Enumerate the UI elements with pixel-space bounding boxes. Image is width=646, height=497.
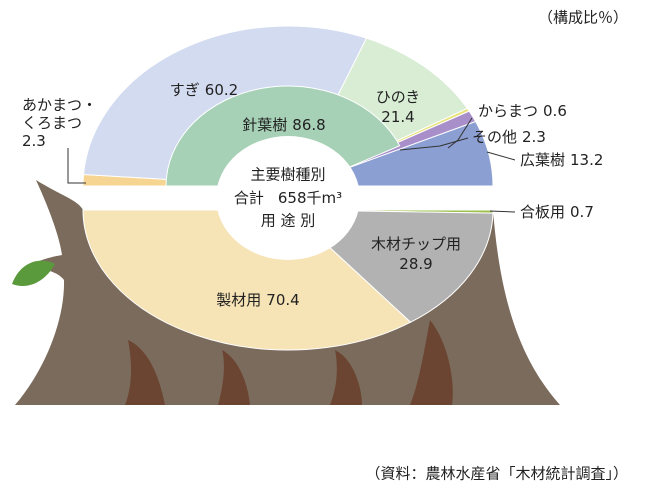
data-label-part: 製材用 xyxy=(216,291,261,309)
data-label: 製材用 70.4 xyxy=(216,291,299,309)
source: （資料：農林水産省「木材統計調査」） xyxy=(365,465,628,483)
data-label-part: 合板用 xyxy=(520,203,565,221)
data-label-part: 28.9 xyxy=(399,255,432,273)
center-title: 主要樹種別 xyxy=(250,166,325,184)
leader-line xyxy=(487,152,515,160)
data-label-part: その他 xyxy=(472,128,517,146)
data-label-part: 2.3 xyxy=(522,128,546,146)
data-label-part: 86.8 xyxy=(292,116,325,134)
note: （構成比％） xyxy=(538,9,628,27)
data-label-part: 70.4 xyxy=(266,291,299,309)
total-value: 658 xyxy=(278,189,307,207)
data-label-part: あかまつ・ xyxy=(22,96,97,114)
data-label: 広葉樹 13.2 xyxy=(520,151,603,169)
data-label-part: 0.7 xyxy=(570,203,594,221)
center-subtitle: 用 途 別 xyxy=(261,212,316,230)
data-label-part: ひのき xyxy=(376,88,421,106)
data-label: その他 2.3 xyxy=(472,128,546,146)
data-label-part: 広葉樹 xyxy=(520,151,565,169)
center-total: 合計 658千m³ xyxy=(234,189,342,207)
data-label-part: 21.4 xyxy=(381,108,414,126)
data-label-part: 2.3 xyxy=(22,132,46,150)
chart: あかまつ・くろまつ2.3すぎ60.2ひのき21.4からまつ0.6その他2.3広葉… xyxy=(0,0,646,493)
data-label-part: 木材チップ用 xyxy=(371,235,461,253)
total-label: 合計 xyxy=(234,189,264,207)
data-label: 針葉樹 86.8 xyxy=(242,116,325,134)
data-label-part: すぎ xyxy=(170,81,200,99)
data-label-part: 0.6 xyxy=(543,102,567,120)
data-label-part: くろまつ xyxy=(22,114,82,132)
data-label-part: 60.2 xyxy=(205,81,238,99)
leader-line xyxy=(490,211,515,212)
data-label: 合板用 0.7 xyxy=(520,203,594,221)
data-label: すぎ 60.2 xyxy=(170,81,238,99)
data-label-part: 針葉樹 xyxy=(242,116,287,134)
data-label-part: 13.2 xyxy=(570,151,603,169)
total-unit: 千m³ xyxy=(307,189,343,207)
data-label: からまつ 0.6 xyxy=(478,102,567,120)
data-label-part: からまつ xyxy=(478,102,538,120)
leaf xyxy=(12,261,55,286)
